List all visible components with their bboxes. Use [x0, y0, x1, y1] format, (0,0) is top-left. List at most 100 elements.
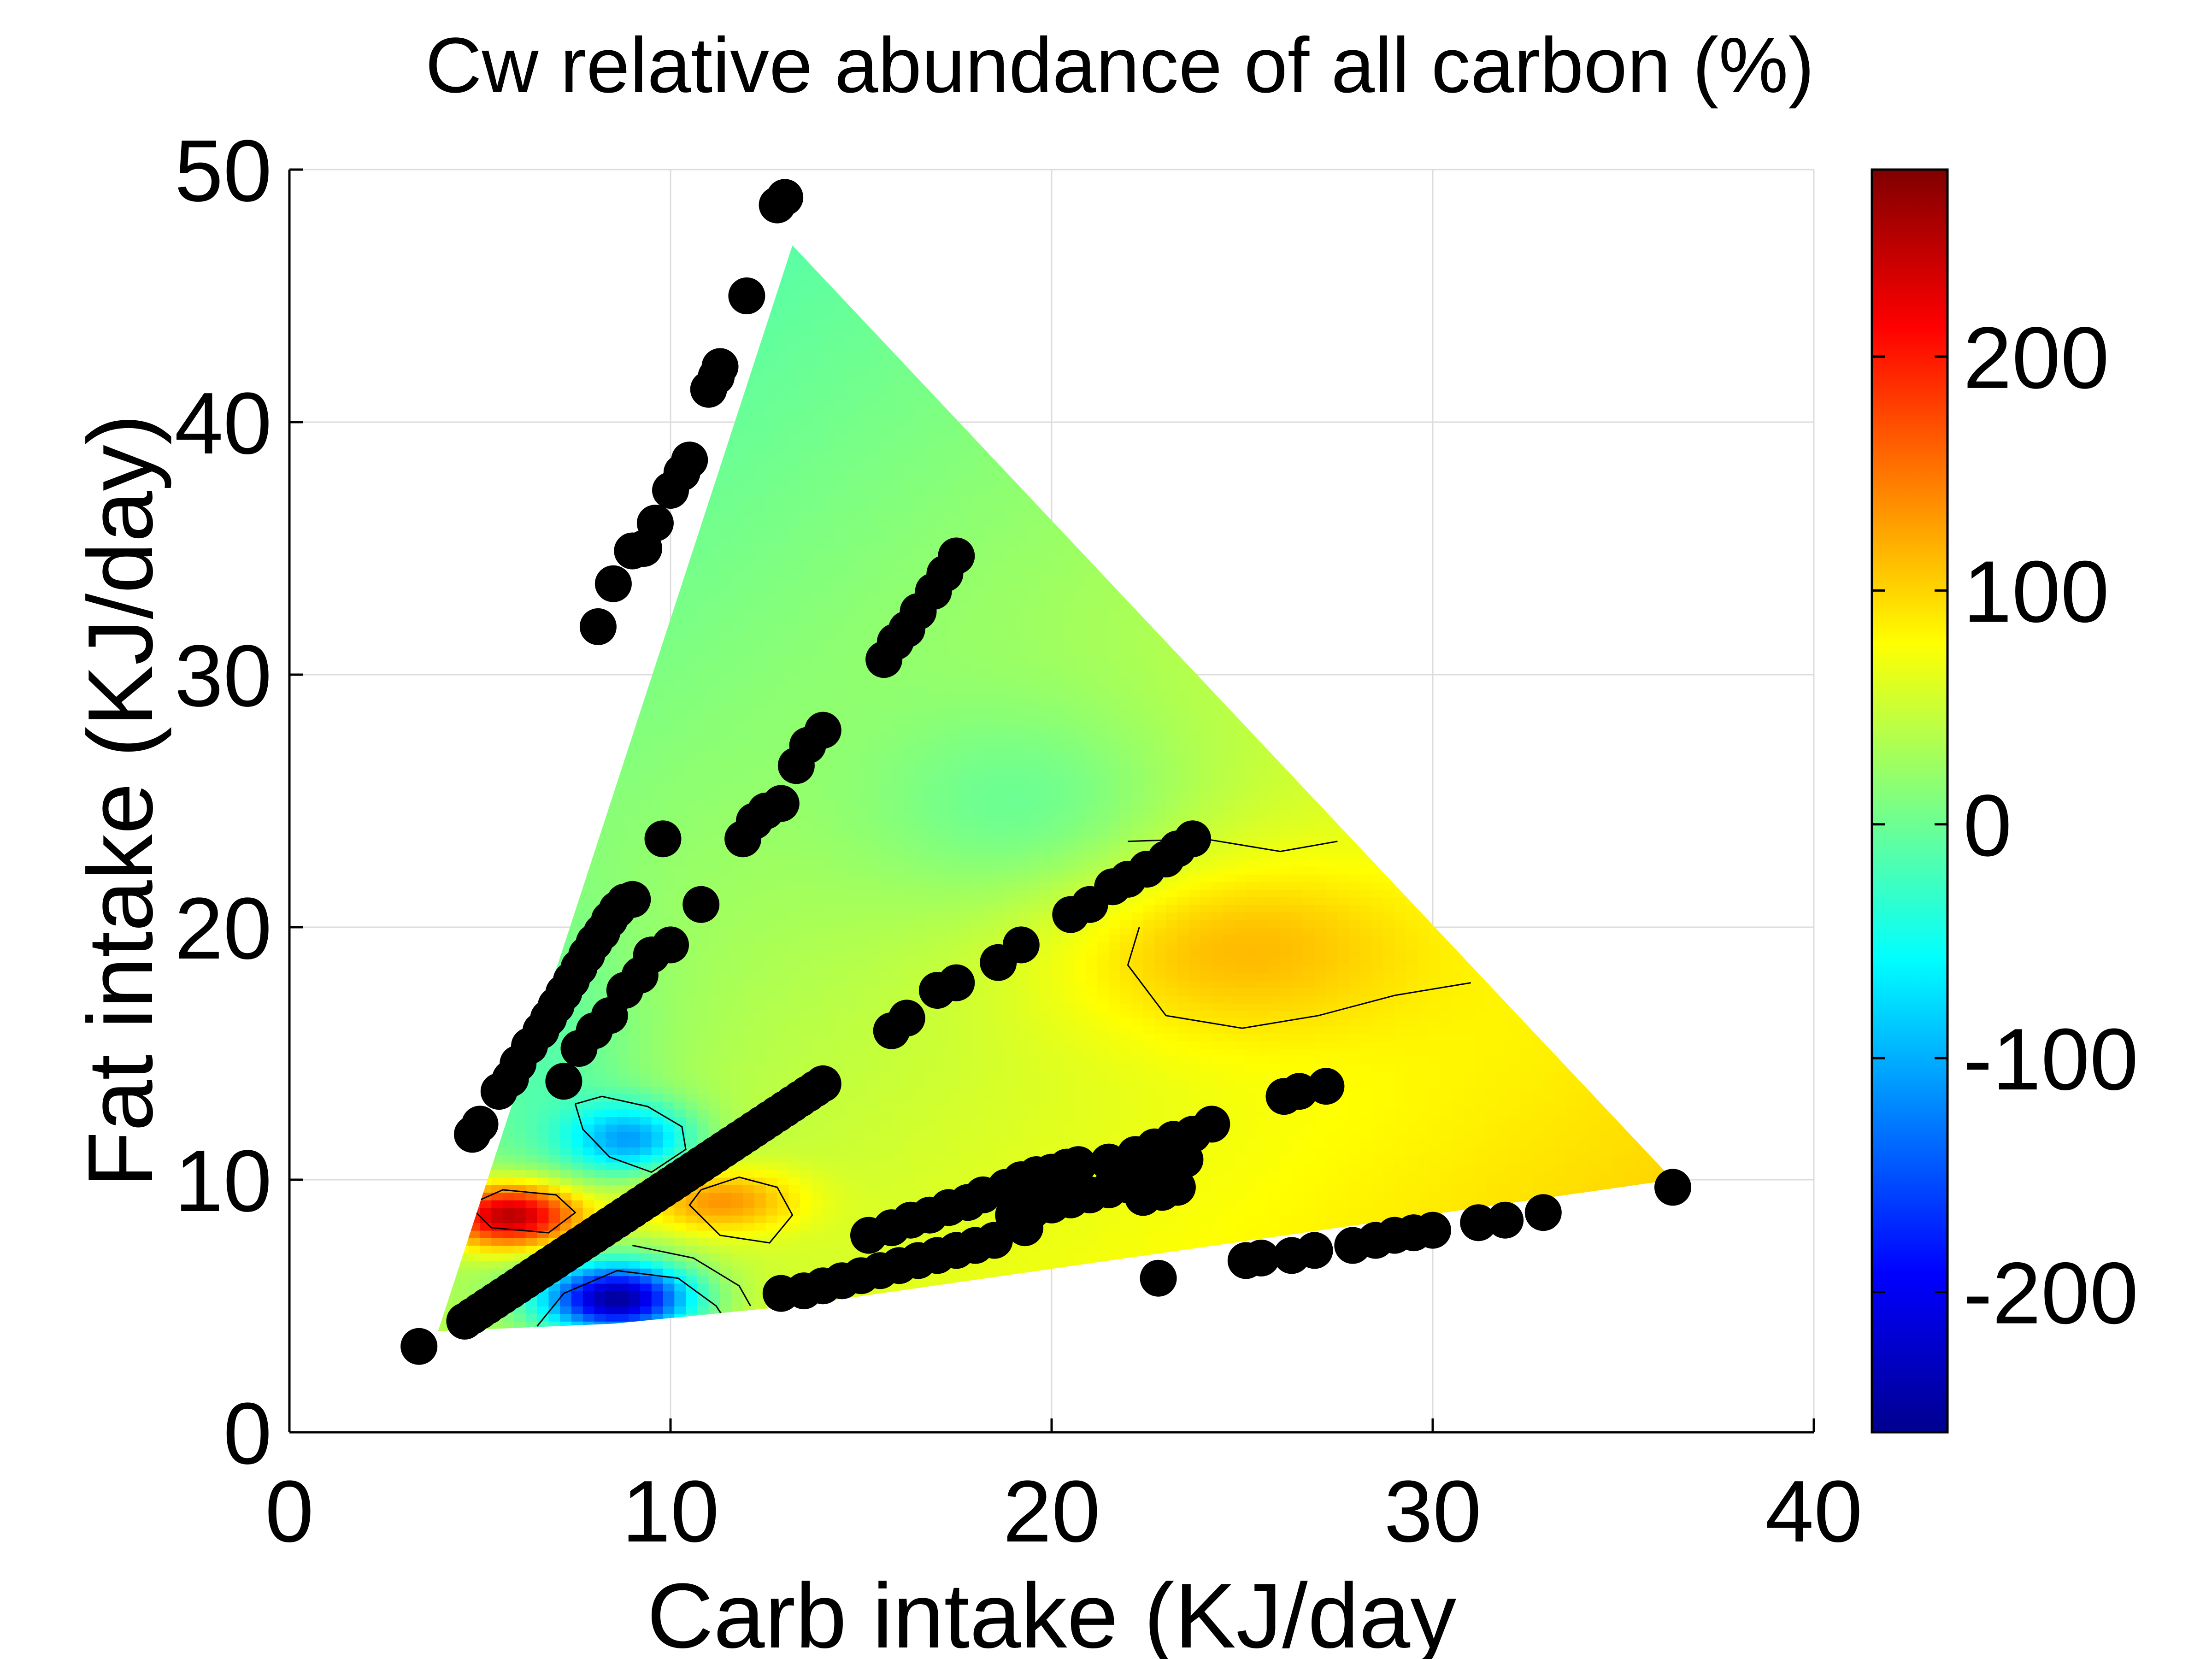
heatmap-cell	[663, 813, 675, 822]
heatmap-cell	[651, 1154, 664, 1163]
heatmap-cell	[765, 1162, 778, 1170]
heatmap-cell	[754, 465, 766, 473]
heatmap-cell	[731, 594, 744, 602]
heatmap-cell	[720, 897, 732, 905]
heatmap-cell	[606, 1071, 618, 1079]
heatmap-cell	[629, 1283, 641, 1292]
heatmap-cell	[663, 919, 675, 928]
heatmap-cell	[754, 1033, 766, 1041]
heatmap-cell	[765, 359, 778, 367]
heatmap-cell	[514, 1139, 526, 1147]
heatmap-cell	[560, 1109, 572, 1117]
heatmap-cell	[640, 1078, 652, 1087]
heatmap-cell	[720, 950, 732, 958]
heatmap-cell	[788, 670, 801, 678]
heatmap-cell	[663, 1139, 675, 1147]
heatmap-cell	[491, 1215, 504, 1224]
heatmap-cell	[640, 1154, 652, 1163]
heatmap-cell	[663, 715, 675, 724]
heatmap-cell	[697, 723, 709, 731]
heatmap-cell	[686, 829, 698, 837]
heatmap-cell	[708, 1238, 721, 1246]
heatmap-cell	[720, 980, 732, 988]
heatmap-cell	[754, 995, 766, 1004]
heatmap-cell	[754, 851, 766, 859]
heatmap-cell	[525, 1185, 538, 1193]
heatmap-cell	[777, 594, 789, 602]
heatmap-cell	[731, 1033, 744, 1041]
heatmap-cell	[777, 435, 789, 443]
heatmap-cell	[765, 442, 778, 451]
heatmap-cell	[765, 1071, 778, 1079]
heatmap-cell	[765, 1056, 778, 1064]
heatmap-cell	[525, 1162, 538, 1170]
heatmap-cell	[697, 1223, 709, 1231]
heatmap-cell	[686, 670, 698, 678]
heatmap-cell	[697, 1124, 709, 1132]
heatmap-cell	[651, 1139, 664, 1147]
heatmap-cell	[617, 1283, 629, 1292]
heatmap-cell	[777, 1177, 789, 1185]
heatmap-cell	[594, 889, 606, 898]
heatmap-cell	[777, 836, 789, 845]
heatmap-cell	[720, 624, 732, 632]
heatmap-cell	[743, 533, 755, 541]
heatmap-cell	[697, 1010, 709, 1019]
heatmap-cell	[503, 1260, 515, 1269]
heatmap-cell	[663, 1131, 675, 1140]
heatmap-cell	[777, 738, 789, 746]
heatmap-cell	[617, 791, 629, 799]
heatmap-cell	[708, 1025, 721, 1034]
heatmap-cell	[708, 518, 721, 526]
heatmap-cell	[720, 1003, 732, 1011]
heatmap-cell	[765, 980, 778, 988]
heatmap-cell	[765, 609, 778, 617]
heatmap-cell	[548, 1313, 561, 1322]
heatmap-cell	[743, 1207, 755, 1216]
heatmap-cell	[720, 874, 732, 882]
heatmap-cell	[548, 1177, 561, 1185]
heatmap-cell	[686, 1071, 698, 1079]
heatmap-cell	[514, 1215, 526, 1224]
heatmap-cell	[777, 662, 789, 670]
heatmap-cell	[708, 1078, 721, 1087]
heatmap-cell	[697, 821, 709, 830]
heatmap-cell	[765, 563, 778, 572]
heatmap-cell	[525, 1117, 538, 1125]
heatmap-cell	[640, 1109, 652, 1117]
heatmap-cell	[754, 670, 766, 678]
heatmap-cell	[697, 631, 709, 640]
heatmap-cell	[468, 1260, 481, 1269]
heatmap-cell	[640, 1063, 652, 1072]
heatmap-cell	[697, 844, 709, 852]
heatmap-cell	[708, 1124, 721, 1132]
heatmap-cell	[708, 624, 721, 632]
heatmap-cell	[514, 1147, 526, 1155]
heatmap-cell	[640, 760, 652, 769]
heatmap-cell	[503, 1147, 515, 1155]
heatmap-cell	[765, 525, 778, 534]
heatmap-cell	[788, 465, 801, 473]
heatmap-cell	[606, 1170, 618, 1178]
heatmap-cell	[617, 798, 629, 806]
heatmap-cell	[765, 336, 778, 345]
heatmap-cell	[640, 730, 652, 738]
heatmap-cell	[674, 798, 687, 806]
heatmap-cell	[594, 874, 606, 882]
heatmap-cell	[743, 404, 755, 412]
heatmap-cell	[438, 1329, 447, 1331]
heatmap-cell	[720, 1268, 732, 1277]
heatmap-cell	[686, 1078, 698, 1087]
heatmap-cell	[697, 1238, 709, 1246]
heatmap-cell	[788, 829, 801, 837]
heatmap-cell	[651, 1306, 664, 1314]
heatmap-cell	[686, 935, 698, 943]
heatmap-cell	[697, 586, 709, 594]
heatmap-cell	[777, 851, 789, 859]
heatmap-cell	[651, 723, 664, 731]
heatmap-cell	[697, 647, 709, 655]
heatmap-cell	[686, 1048, 698, 1057]
heatmap-cell	[720, 465, 732, 473]
heatmap-cell	[640, 1131, 652, 1140]
heatmap-cell	[788, 457, 801, 466]
